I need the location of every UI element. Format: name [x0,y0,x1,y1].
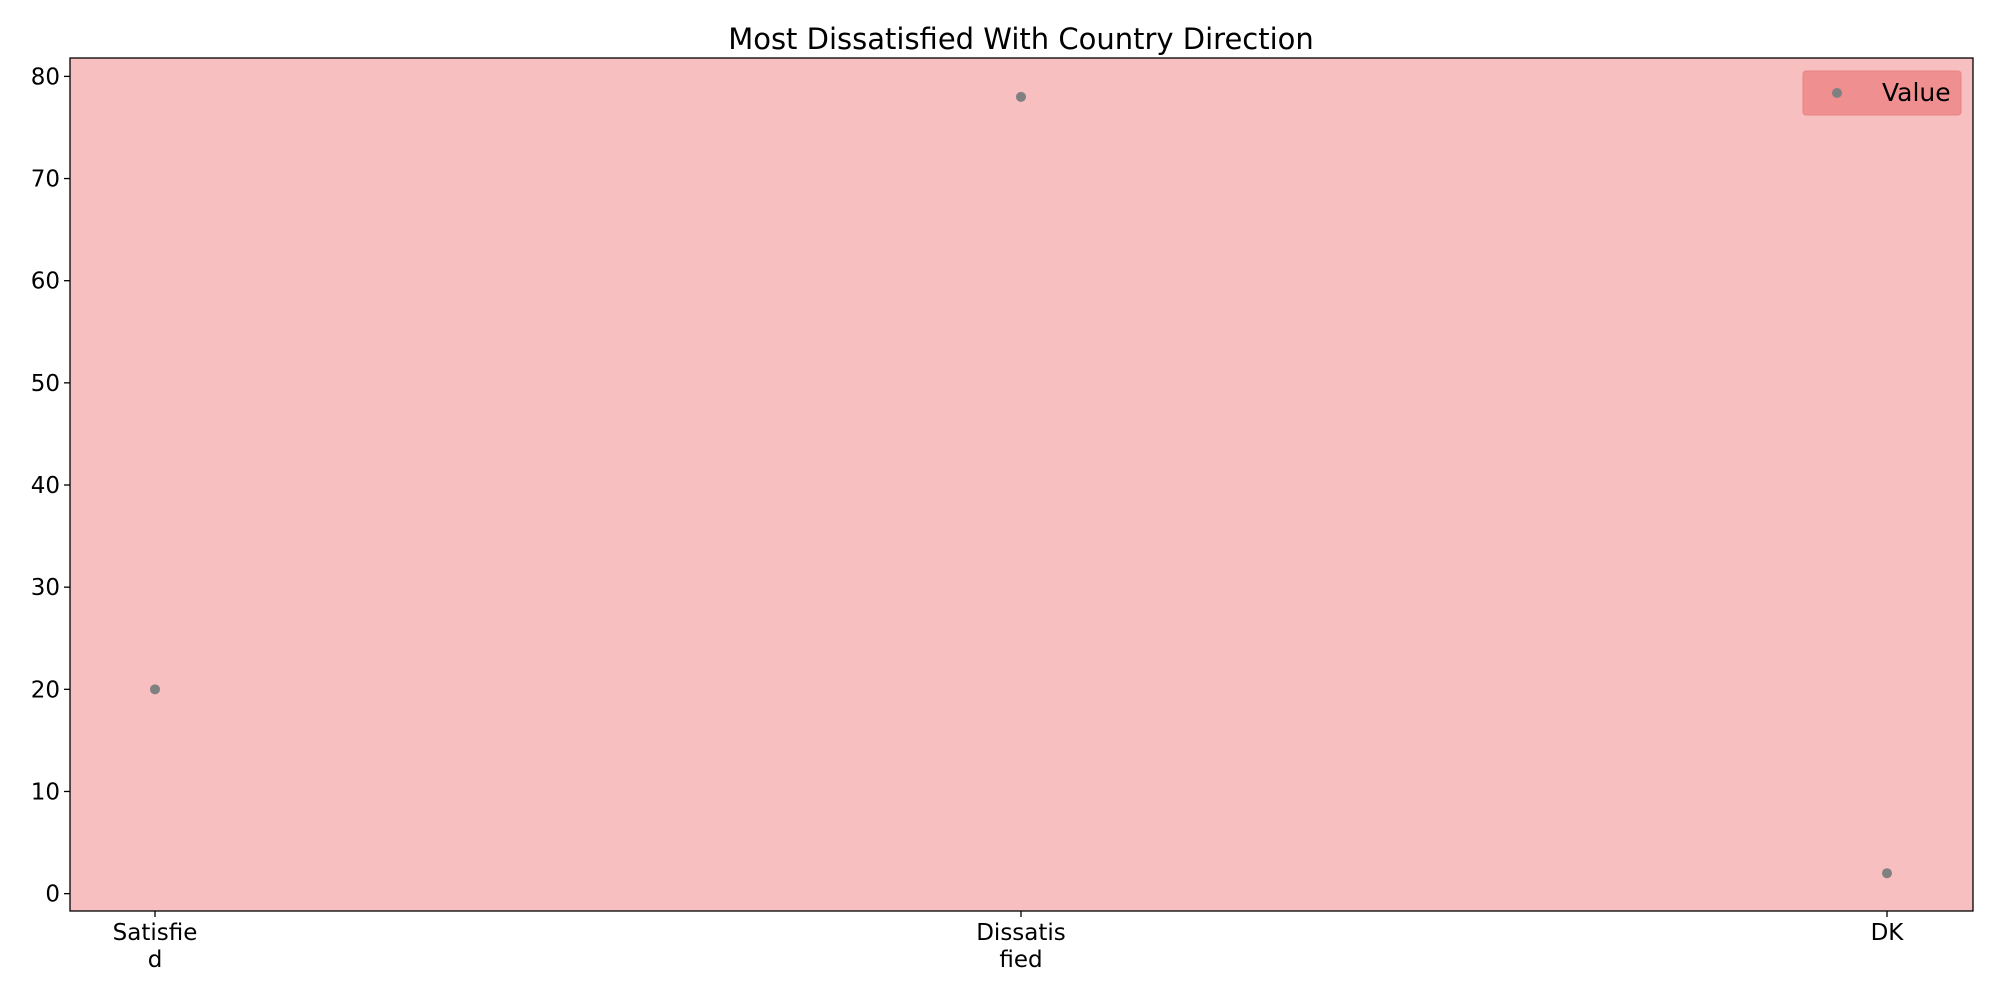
y-tick-label: 80 [31,64,60,90]
x-tick-label: Dissatis fied [976,920,1066,973]
y-tick-label: 30 [31,575,60,601]
data-points [150,91,1892,879]
plot-area [69,57,1974,912]
legend-marker [1832,88,1842,98]
x-tick-label: DK [1871,920,1905,946]
x-axis: Satisfie d Dissatis fied DK [113,911,1905,973]
data-point [150,684,160,695]
legend-label: Value [1882,78,1951,107]
y-tick-label: 40 [31,473,60,499]
x-tick-label-line: Dissatis [976,920,1066,946]
x-tick-label-line: fied [999,947,1042,973]
x-tick-label-line: DK [1871,920,1905,946]
data-point [1016,91,1026,102]
x-tick-label-line: d [148,947,163,973]
x-tick-label: Satisfie d [113,920,198,973]
x-tick-label-line: Satisfie [113,920,198,946]
y-tick-label: 70 [31,167,60,193]
chart-title: Most Dissatisfied With Country Direction [728,22,1314,56]
y-tick-label: 20 [31,677,60,703]
y-tick-label: 10 [31,779,60,805]
y-axis: 0 10 20 30 40 50 60 70 80 [31,64,70,908]
data-point [1882,868,1892,879]
legend: Value [1802,70,1962,116]
y-tick-label: 50 [31,371,60,397]
y-tick-label: 0 [45,882,60,908]
y-tick-label: 60 [31,269,60,295]
legend-box [1802,70,1962,116]
